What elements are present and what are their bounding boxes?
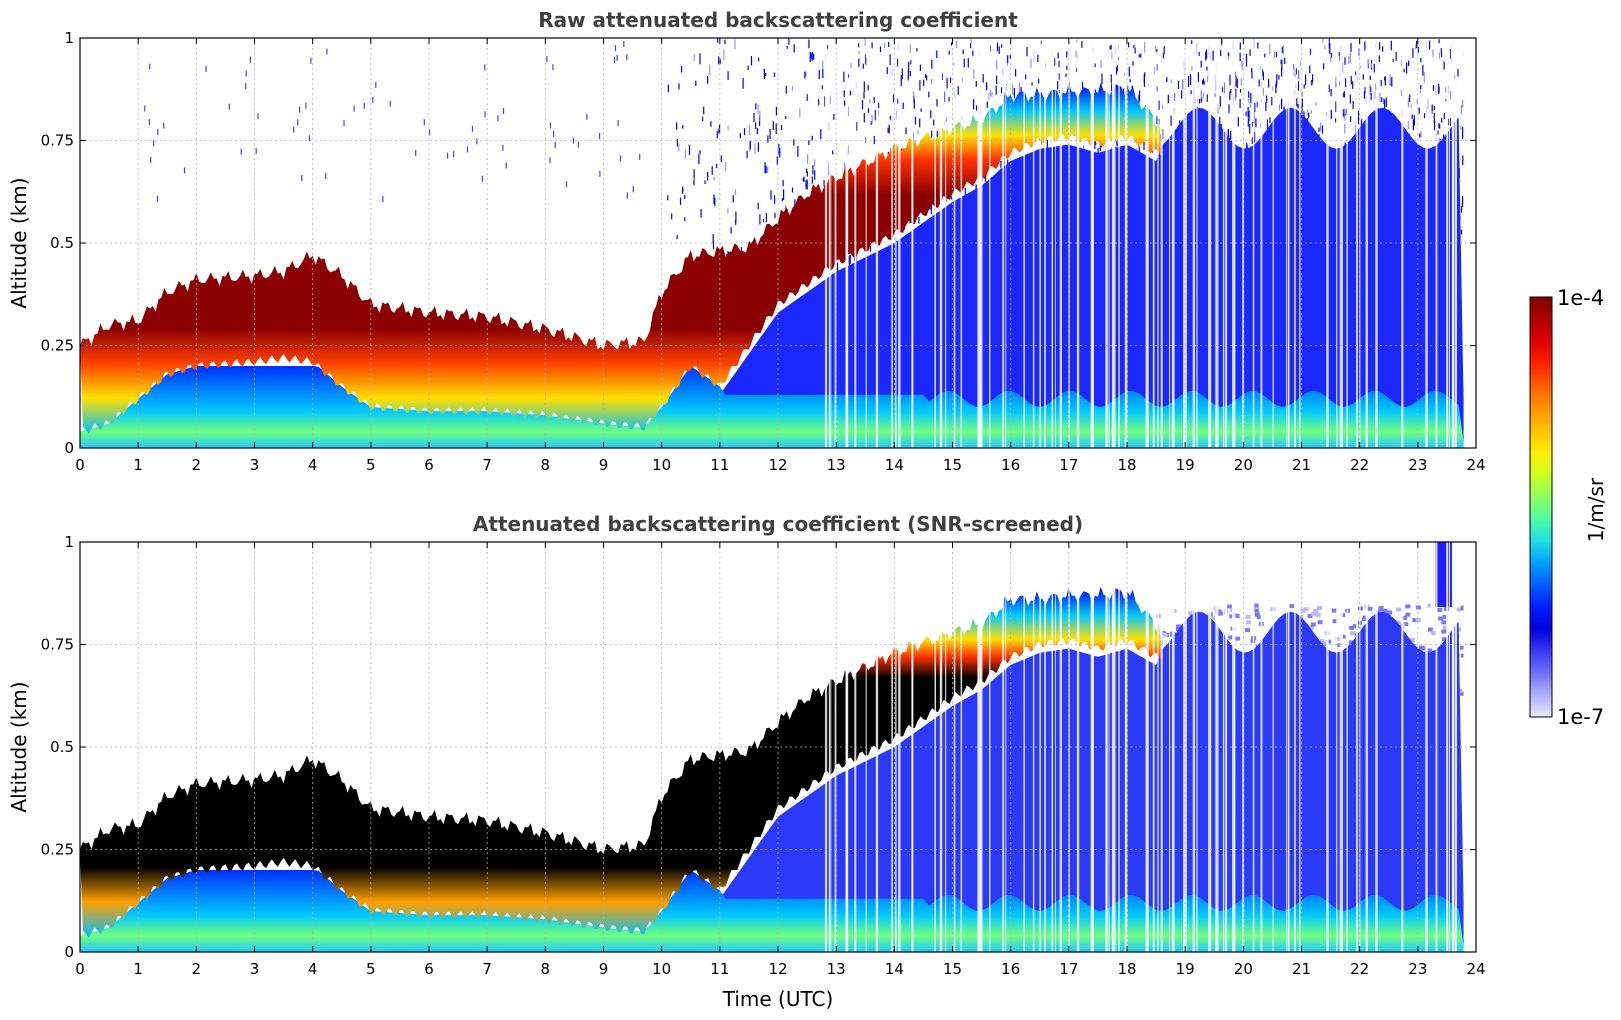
panel-screened-plot-area [80, 542, 1476, 952]
y-tick-label: 0.25 [41, 337, 74, 355]
x-tick-label: 8 [541, 960, 551, 978]
raw-x-ticks: 0 1 2 3 4 5 6 7 8 9 10 11 12 13 14 15 16 17 18 19 20 21 22 23 24 [75, 38, 1486, 474]
y-tick-label: 0.5 [50, 234, 74, 252]
x-tick-label: 7 [482, 960, 492, 978]
x-tick-label: 4 [308, 456, 318, 474]
colorbar-min-label: 1e-7 [1557, 705, 1604, 729]
x-tick-label: 12 [768, 960, 787, 978]
x-tick-label: 16 [1001, 960, 1020, 978]
x-tick-label: 17 [1059, 960, 1078, 978]
x-tick-label: 21 [1292, 456, 1311, 474]
y-tick-label: 0.5 [50, 738, 74, 756]
y-tick-label: 0.75 [41, 636, 74, 654]
x-tick-label: 23 [1408, 960, 1427, 978]
x-tick-label: 13 [827, 456, 846, 474]
x-tick-label: 19 [1176, 960, 1195, 978]
x-tick-label: 6 [424, 960, 434, 978]
x-tick-label: 18 [1117, 456, 1136, 474]
x-tick-label: 22 [1350, 960, 1369, 978]
y-tick-label: 1 [64, 533, 74, 551]
screened-y-axis-label: Altitude (km) [7, 681, 31, 812]
x-tick-label: 5 [366, 456, 376, 474]
x-tick-label: 11 [710, 960, 729, 978]
x-tick-label: 20 [1234, 456, 1253, 474]
x-tick-label: 4 [308, 960, 318, 978]
x-tick-label: 6 [424, 456, 434, 474]
colorbar: 1e-4 1e-7 1/m/sr [1529, 286, 1608, 729]
x-tick-label: 0 [75, 456, 85, 474]
panel-raw-title: Raw attenuated backscattering coefficien… [538, 8, 1018, 32]
x-tick-label: 9 [599, 960, 609, 978]
raw-y-ticks: 0 0.25 0.5 0.75 1 [41, 29, 1476, 457]
x-tick-label: 7 [482, 456, 492, 474]
screened-x-ticks: 0 1 2 3 4 5 6 7 8 9 10 11 12 13 14 15 16 17 18 19 20 21 22 23 24 [75, 542, 1486, 978]
x-tick-label: 10 [652, 456, 671, 474]
x-tick-label: 24 [1466, 960, 1485, 978]
x-tick-label: 3 [250, 960, 260, 978]
x-tick-label: 3 [250, 456, 260, 474]
x-tick-label: 13 [827, 960, 846, 978]
x-tick-label: 14 [885, 960, 904, 978]
x-tick-label: 14 [885, 456, 904, 474]
x-tick-label: 18 [1117, 960, 1136, 978]
x-tick-label: 21 [1292, 960, 1311, 978]
y-tick-label: 0 [64, 439, 74, 457]
x-tick-label: 24 [1466, 456, 1485, 474]
y-tick-label: 1 [64, 29, 74, 47]
x-tick-label: 20 [1234, 960, 1253, 978]
screened-surface-layer [80, 870, 1465, 952]
x-tick-label: 15 [943, 960, 962, 978]
x-tick-label: 5 [366, 960, 376, 978]
y-tick-label: 0 [64, 943, 74, 961]
x-tick-label: 17 [1059, 456, 1078, 474]
raw-surface-layer [80, 366, 1465, 448]
panel-raw: Raw attenuated backscattering coefficien… [7, 8, 1486, 474]
x-tick-label: 12 [768, 456, 787, 474]
x-tick-label: 9 [599, 456, 609, 474]
x-tick-label: 19 [1176, 456, 1195, 474]
x-tick-label: 1 [133, 456, 143, 474]
x-tick-label: 10 [652, 960, 671, 978]
x-tick-label: 15 [943, 456, 962, 474]
x-tick-label: 0 [75, 960, 85, 978]
panel-screened: Attenuated backscattering coefficient (S… [7, 512, 1486, 1011]
colorbar-scale [1529, 296, 1553, 718]
x-axis-label: Time (UTC) [722, 987, 834, 1011]
raw-y-axis-label: Altitude (km) [7, 177, 31, 308]
colorbar-unit-label: 1/m/sr [1584, 477, 1608, 542]
x-tick-label: 2 [192, 960, 202, 978]
panel-screened-title: Attenuated backscattering coefficient (S… [473, 512, 1083, 536]
x-tick-label: 1 [133, 960, 143, 978]
screened-y-ticks: 0 0.25 0.5 0.75 1 [41, 533, 1476, 961]
x-tick-label: 16 [1001, 456, 1020, 474]
x-tick-label: 23 [1408, 456, 1427, 474]
x-tick-label: 22 [1350, 456, 1369, 474]
colorbar-max-label: 1e-4 [1557, 286, 1604, 310]
y-tick-label: 0.75 [41, 132, 74, 150]
panel-raw-plot-area [80, 38, 1476, 448]
x-tick-label: 8 [541, 456, 551, 474]
raw-grid [80, 38, 1476, 448]
screened-grid [80, 542, 1476, 952]
x-tick-label: 2 [192, 456, 202, 474]
y-tick-label: 0.25 [41, 841, 74, 859]
x-tick-label: 11 [710, 456, 729, 474]
